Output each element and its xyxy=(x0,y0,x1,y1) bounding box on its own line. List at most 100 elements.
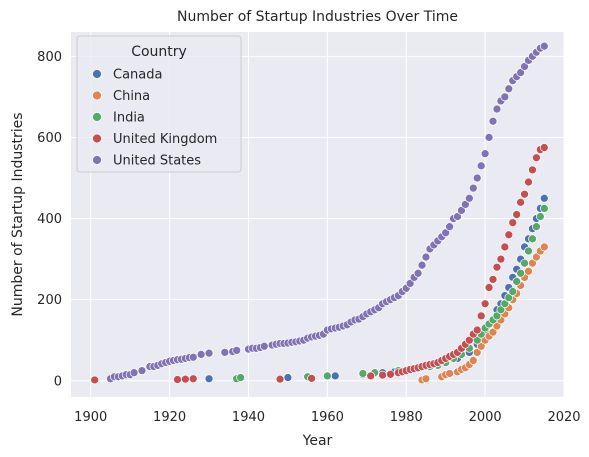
data-point xyxy=(484,133,494,142)
data-point xyxy=(516,268,525,278)
data-point xyxy=(528,234,537,244)
data-point xyxy=(496,305,506,315)
data-point xyxy=(492,104,502,114)
data-point xyxy=(500,242,510,252)
legend-marker xyxy=(92,112,102,122)
legend-entry: United States xyxy=(92,154,201,169)
data-point xyxy=(504,293,514,302)
legend-label: China xyxy=(113,89,150,104)
grid-lines xyxy=(71,32,565,397)
x-axis-ticks: 1900 1920 1940 1960 1980 2000 2020 xyxy=(74,410,580,425)
legend-label: India xyxy=(113,111,145,126)
data-point xyxy=(323,371,332,381)
data-point xyxy=(461,200,470,209)
data-point xyxy=(405,279,415,288)
data-point xyxy=(539,41,549,51)
legend-label: Canada xyxy=(113,68,162,83)
data-point xyxy=(445,222,454,232)
data-point xyxy=(516,68,525,77)
data-point xyxy=(516,197,525,207)
data-point xyxy=(520,189,529,199)
data-point xyxy=(532,252,541,262)
data-point xyxy=(378,370,387,380)
data-point xyxy=(520,62,529,71)
data-point xyxy=(275,374,285,384)
data-point xyxy=(484,283,494,292)
data-point xyxy=(480,149,490,159)
data-point xyxy=(500,92,510,102)
data-point xyxy=(488,327,498,337)
data-point xyxy=(535,212,545,221)
data-point xyxy=(204,348,214,358)
data-point xyxy=(476,311,486,321)
data-point xyxy=(508,218,518,227)
legend-box xyxy=(76,35,242,173)
data-point xyxy=(196,350,206,359)
data-point xyxy=(492,262,502,272)
y-tick-label: 600 xyxy=(37,131,62,146)
data-point xyxy=(532,153,541,163)
series-china xyxy=(417,242,549,385)
data-point xyxy=(539,193,549,203)
y-tick-label: 200 xyxy=(37,293,62,308)
data-point xyxy=(173,375,182,384)
legend-marker xyxy=(92,90,102,101)
x-tick-label: 1960 xyxy=(311,410,344,425)
x-tick-label: 1940 xyxy=(232,410,265,425)
legend-label: United States xyxy=(113,154,201,169)
data-point xyxy=(181,374,190,384)
y-axis-ticks: 0 200 400 600 800 xyxy=(37,50,62,389)
data-point xyxy=(512,210,522,219)
data-point xyxy=(453,212,462,221)
data-point xyxy=(524,177,533,187)
data-point xyxy=(488,116,498,126)
data-point xyxy=(539,242,549,252)
legend-items: Canada China India United Kingdom United Sta… xyxy=(92,68,217,169)
series-united-states xyxy=(106,41,549,384)
data-point xyxy=(441,228,451,238)
data-point xyxy=(472,348,482,357)
data-point xyxy=(476,341,486,351)
data-points xyxy=(90,41,549,385)
data-point xyxy=(472,325,482,335)
data-point xyxy=(366,371,376,381)
legend-entry: India xyxy=(92,111,145,126)
legend-marker xyxy=(92,155,102,165)
data-point xyxy=(358,369,368,378)
legend-entry: China xyxy=(92,89,150,104)
x-tick-label: 2020 xyxy=(547,410,580,425)
data-point xyxy=(539,143,549,152)
y-tick-label: 400 xyxy=(37,212,62,227)
x-axis-label: Year xyxy=(302,433,333,449)
x-tick-label: 2000 xyxy=(469,410,502,425)
data-point xyxy=(421,252,431,262)
data-point xyxy=(457,206,466,215)
data-point xyxy=(330,371,340,381)
data-point xyxy=(472,173,482,183)
data-point xyxy=(413,268,423,278)
data-point xyxy=(504,230,514,240)
data-point xyxy=(480,299,490,309)
data-point xyxy=(532,222,541,232)
legend-title: Country xyxy=(131,44,187,60)
legend-marker xyxy=(92,133,102,144)
data-point xyxy=(520,258,529,268)
data-point xyxy=(492,311,502,321)
data-point xyxy=(259,341,269,351)
chart-title: Number of Startup Industries Over Time xyxy=(177,9,458,25)
data-point xyxy=(528,165,537,175)
legend-marker xyxy=(92,69,102,79)
legend: Country Canada China India United Kingdom Un… xyxy=(76,35,242,173)
series-united-kingdom xyxy=(90,143,549,385)
data-point xyxy=(492,321,502,331)
y-tick-label: 0 xyxy=(54,374,62,389)
y-tick-label: 800 xyxy=(37,50,62,65)
data-point xyxy=(464,193,474,203)
data-point xyxy=(417,260,427,270)
data-point xyxy=(137,366,147,375)
legend-entry: Canada xyxy=(92,68,162,83)
data-point xyxy=(232,346,241,355)
data-point xyxy=(476,161,486,171)
data-point xyxy=(512,277,522,286)
